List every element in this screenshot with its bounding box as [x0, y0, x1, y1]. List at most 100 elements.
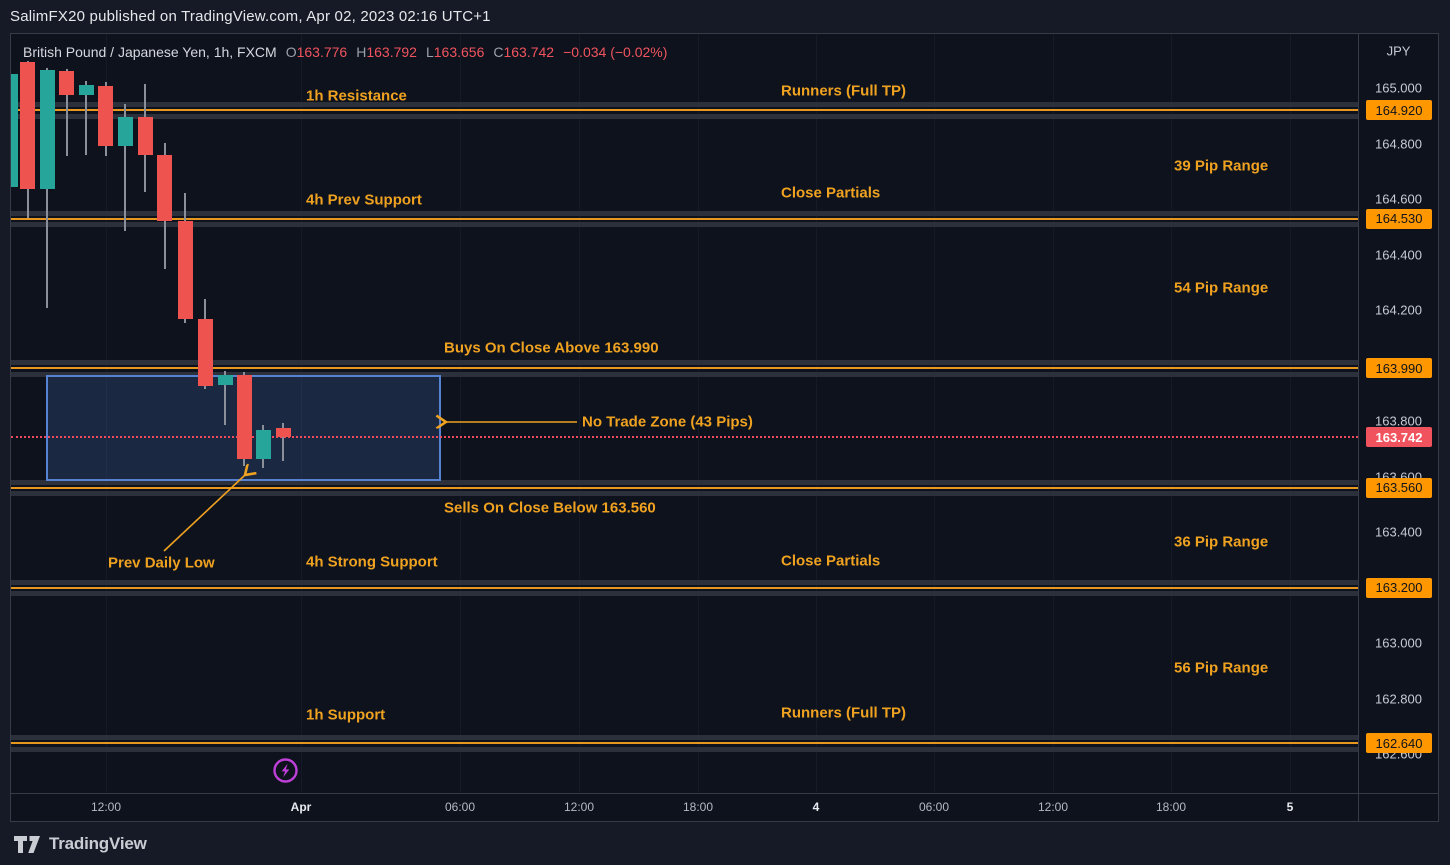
vertical-gridline: [816, 34, 817, 793]
candle: [197, 318, 213, 386]
key-level-line[interactable]: [11, 486, 1358, 489]
price-tick-label: 164.800: [1375, 136, 1422, 152]
footer: TradingView: [14, 834, 147, 854]
price-axis-currency: JPY: [1386, 43, 1411, 59]
chart-plot-area[interactable]: British Pound / Japanese Yen, 1h, FXCM O1…: [11, 34, 1358, 793]
chart-annotation[interactable]: Buys On Close Above 163.990: [444, 339, 659, 357]
time-tick-label: 12:00: [563, 800, 595, 814]
symbol-title: British Pound / Japanese Yen, 1h, FXCM: [23, 44, 277, 60]
candle: [275, 427, 291, 438]
level-band-top: [11, 210, 1358, 216]
candle: [236, 375, 252, 460]
time-tick-label: 06:00: [444, 800, 476, 814]
vertical-gridline: [1290, 34, 1291, 793]
candle: [20, 61, 35, 189]
ohlc-key: H: [356, 44, 367, 60]
vertical-gridline: [301, 34, 302, 793]
level-price-badge: 163.560: [1366, 477, 1432, 498]
time-tick-label: 12:00: [1037, 800, 1069, 814]
level-band-bottom: [11, 491, 1358, 497]
level-band-bottom: [11, 746, 1358, 752]
ohlc-key: C: [493, 44, 504, 60]
ohlc-key: L: [425, 44, 434, 60]
candle: [98, 86, 113, 146]
chart-annotation[interactable]: 4h Prev Support: [306, 191, 422, 209]
candle-wick: [85, 81, 87, 156]
lightning-idea-icon: [273, 758, 298, 783]
price-tick-label: 163.800: [1375, 413, 1422, 429]
ohlc-key: O: [285, 44, 297, 60]
price-change: −0.034 (−0.02%): [563, 44, 668, 60]
vertical-gridline: [579, 34, 580, 793]
time-tick-label: 12:00: [90, 800, 122, 814]
chart-annotation[interactable]: 1h Support: [306, 706, 386, 724]
chart-annotation[interactable]: 39 Pip Range: [1174, 157, 1269, 175]
vertical-gridline: [934, 34, 935, 793]
chart-annotation[interactable]: Prev Daily Low: [108, 554, 215, 572]
candle: [117, 116, 133, 146]
level-band-top: [11, 735, 1358, 741]
chart-annotation[interactable]: Sells On Close Below 163.560: [444, 499, 656, 517]
key-level-line[interactable]: [11, 742, 1358, 745]
key-level-line[interactable]: [11, 586, 1358, 589]
level-band-bottom: [11, 591, 1358, 597]
ohlc-value: 163.656: [433, 44, 485, 60]
key-level-line[interactable]: [11, 367, 1358, 370]
vertical-gridline: [106, 34, 107, 793]
level-band-top: [11, 102, 1358, 108]
level-price-badge: 162.640: [1366, 733, 1432, 754]
candle-wick: [65, 69, 68, 156]
chart-annotation[interactable]: 54 Pip Range: [1174, 279, 1269, 297]
candle: [157, 155, 172, 221]
candle: [39, 69, 55, 189]
ohlc-value: 163.742: [503, 44, 555, 60]
chart-frame: British Pound / Japanese Yen, 1h, FXCM O1…: [10, 33, 1439, 822]
chart-annotation[interactable]: 1h Resistance: [306, 87, 407, 105]
level-price-badge: 164.530: [1366, 208, 1432, 229]
time-tick-label: 06:00: [918, 800, 950, 814]
level-band-top: [11, 360, 1358, 366]
candle: [78, 85, 94, 96]
candle-wick: [282, 423, 284, 462]
ohlc-value: 163.776: [296, 44, 348, 60]
vertical-gridline: [1171, 34, 1172, 793]
level-price-badge: 163.200: [1366, 577, 1432, 598]
candle-wick: [124, 104, 126, 231]
candle: [59, 71, 74, 96]
candle: [217, 375, 233, 386]
time-tick-label: 4: [812, 800, 820, 814]
chart-annotation[interactable]: 4h Strong Support: [306, 553, 438, 571]
key-level-line[interactable]: [11, 217, 1358, 220]
chart-annotation[interactable]: Close Partials: [781, 184, 881, 202]
key-level-line[interactable]: [11, 109, 1358, 112]
last-price-badge: 163.742: [1366, 427, 1432, 448]
price-tick-label: 164.600: [1375, 191, 1422, 207]
vertical-gridline: [460, 34, 461, 793]
axis-corner-divider: [1358, 794, 1359, 821]
level-price-badge: 164.920: [1366, 100, 1432, 121]
candle: [177, 221, 193, 319]
time-axis[interactable]: 12:00 Apr 06:00 12:00 18:00 4 06:00 12:00 18:00 5: [11, 793, 1438, 821]
chart-annotation[interactable]: 56 Pip Range: [1174, 659, 1269, 677]
price-tick-label: 163.000: [1375, 635, 1422, 651]
price-tick-label: 164.400: [1375, 247, 1422, 263]
chart-annotation[interactable]: Runners (Full TP): [781, 82, 906, 100]
candle-wick: [224, 370, 226, 426]
chart-annotation[interactable]: No Trade Zone (43 Pips): [582, 413, 753, 431]
chart-annotation[interactable]: Runners (Full TP): [781, 704, 906, 722]
time-tick-label: 18:00: [1155, 800, 1187, 814]
level-band-bottom: [11, 113, 1358, 119]
chart-annotation[interactable]: 36 Pip Range: [1174, 533, 1269, 551]
publish-text: SalimFX20 published on TradingView.com, …: [10, 8, 491, 25]
price-tick-label: 165.000: [1375, 80, 1422, 96]
price-tick-label: 162.800: [1375, 691, 1422, 707]
current-price-line: [11, 436, 1358, 439]
chart-annotation[interactable]: Close Partials: [781, 552, 881, 570]
symbol-header: British Pound / Japanese Yen, 1h, FXCM O1…: [23, 44, 667, 60]
price-axis[interactable]: JPY 165.000 164.800 164.600 164.400 164.200 1…: [1358, 34, 1438, 793]
level-band-top: [11, 579, 1358, 585]
tradingview-logo-icon[interactable]: [14, 835, 41, 853]
time-tick-label: 18:00: [682, 800, 714, 814]
tradingview-brand[interactable]: TradingView: [49, 834, 147, 853]
